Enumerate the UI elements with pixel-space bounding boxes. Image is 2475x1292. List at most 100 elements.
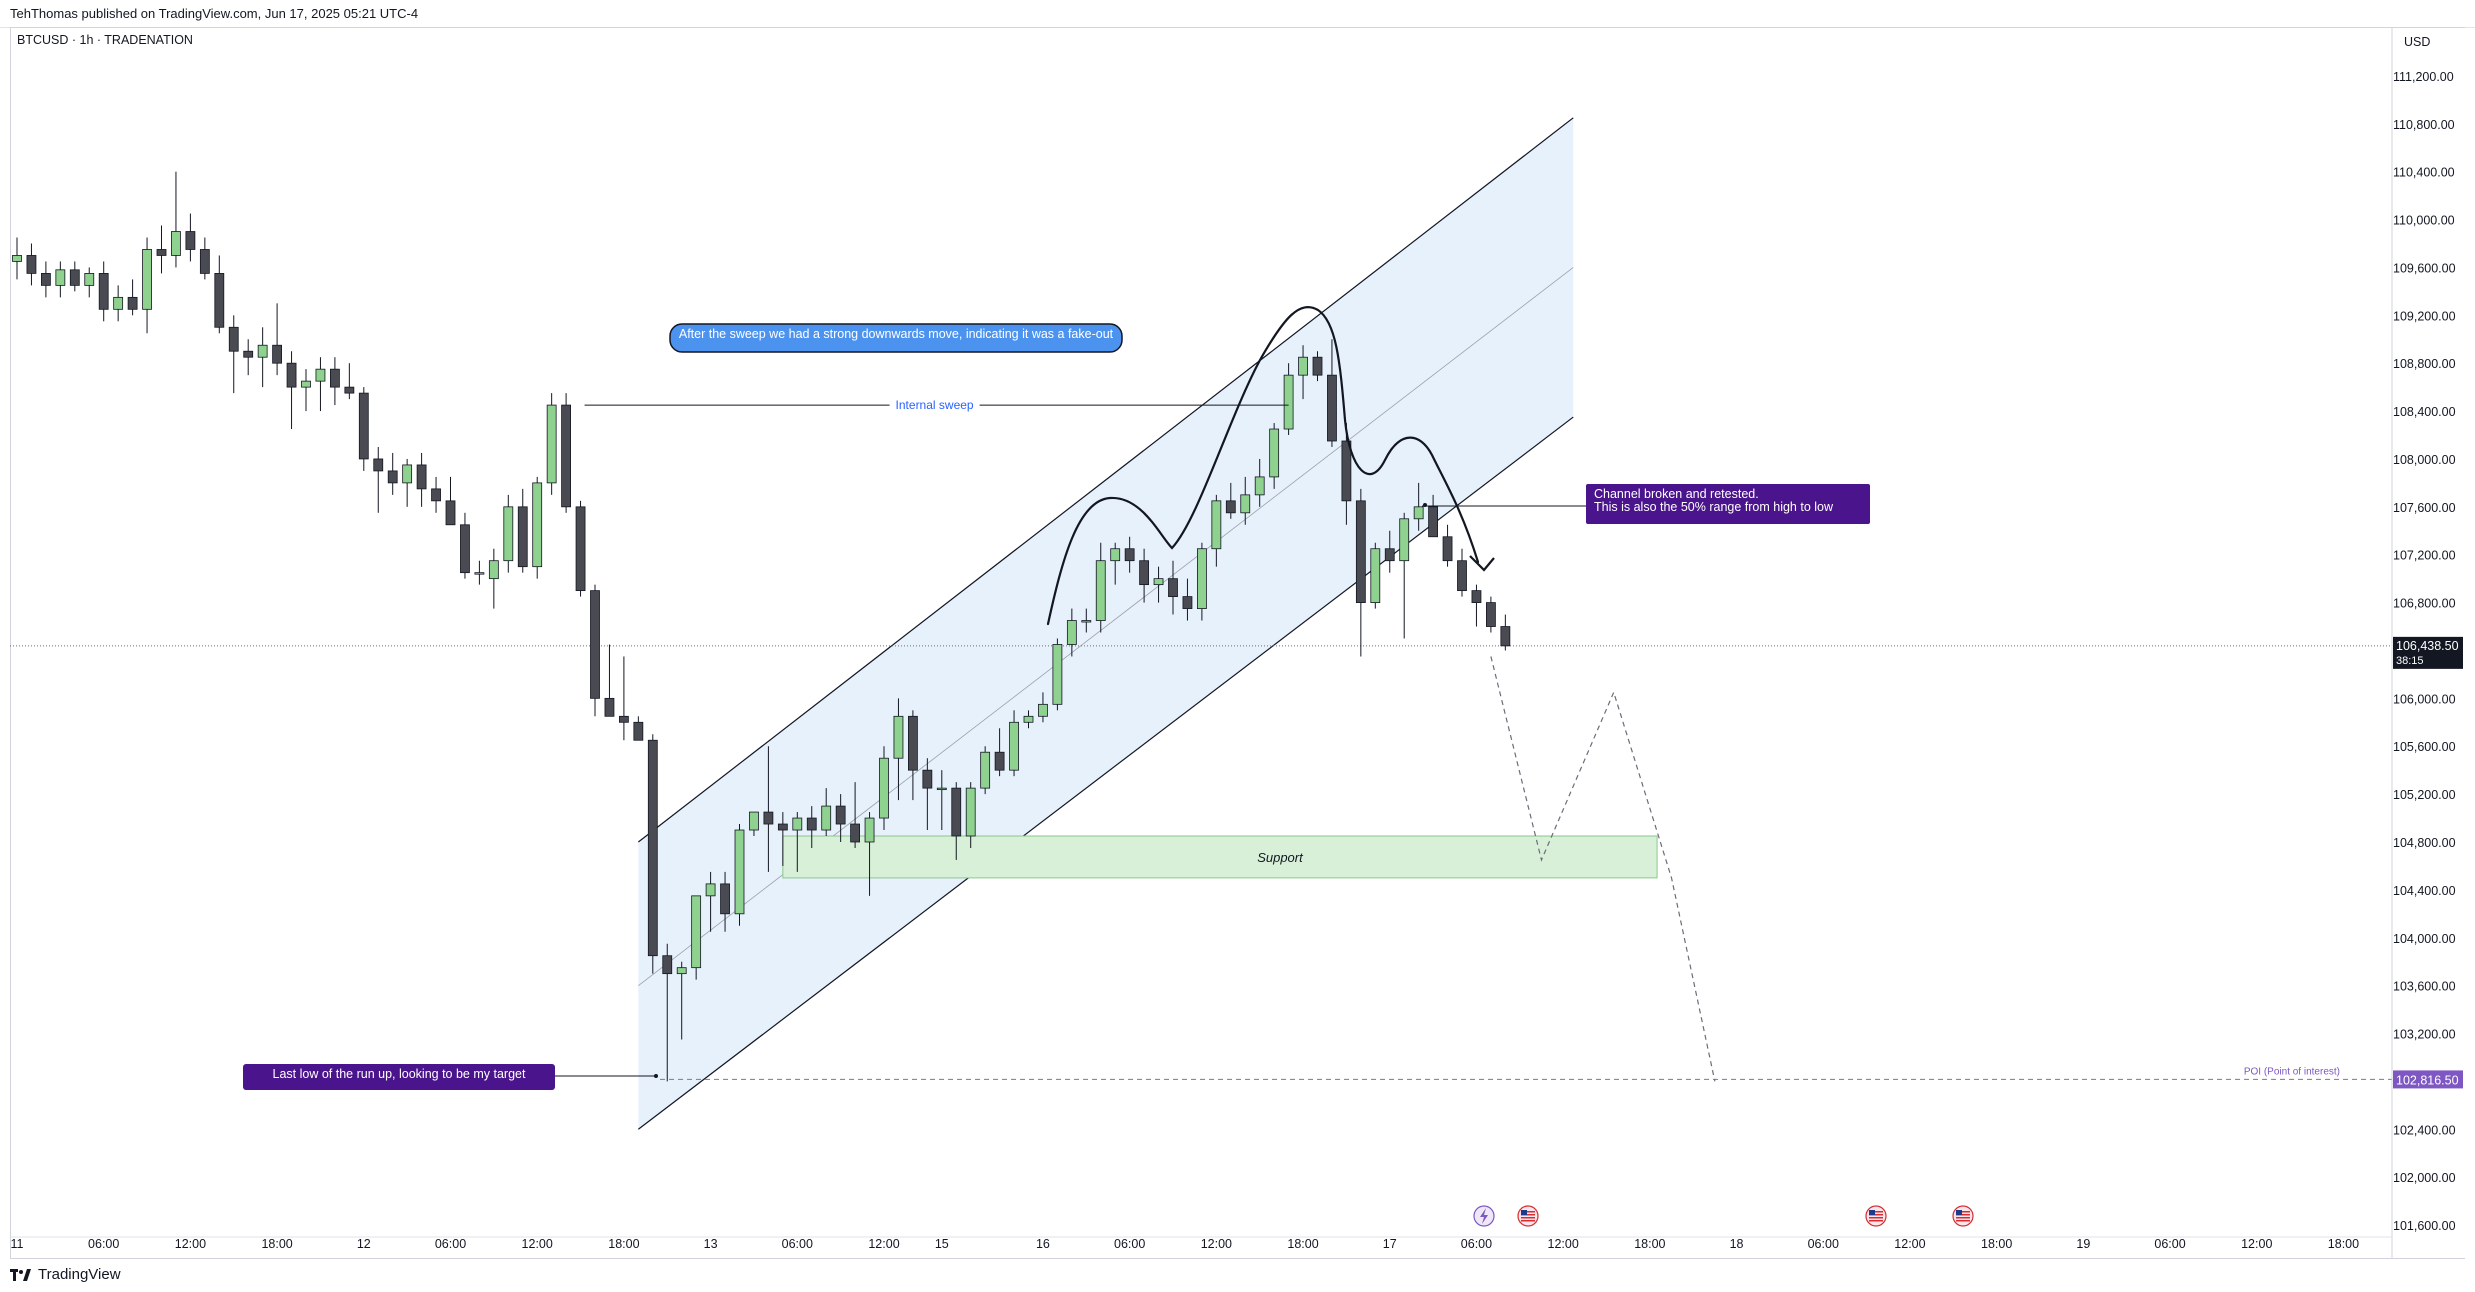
channel-note-box xyxy=(1586,484,1870,524)
bear-candle xyxy=(1225,500,1236,514)
bear-candle xyxy=(156,249,167,256)
price-tick-label: 102,400.00 xyxy=(2393,1123,2456,1137)
bear-candle xyxy=(1312,356,1323,376)
bull-candle xyxy=(503,506,514,562)
bear-candle xyxy=(1471,590,1482,603)
bear-candle xyxy=(243,350,254,358)
time-tick-label: 06:00 xyxy=(2154,1237,2185,1251)
bear-candle xyxy=(850,823,860,843)
bear-candle xyxy=(344,386,355,394)
bear-candle xyxy=(619,715,629,723)
price-tick-label: 108,800.00 xyxy=(2393,357,2456,371)
bear-candle xyxy=(1182,596,1193,609)
bear-candle xyxy=(561,404,571,508)
bull-candle xyxy=(821,805,832,831)
currency-label: USD xyxy=(2404,35,2430,49)
hand-drawn-path xyxy=(1046,306,1480,626)
lightning-event-icon[interactable] xyxy=(1473,1205,1495,1227)
tradingview-brand[interactable]: TradingView xyxy=(10,1266,121,1283)
bear-candle xyxy=(662,955,673,975)
bull-candle xyxy=(980,751,991,789)
time-tick-label: 12:00 xyxy=(2241,1237,2272,1251)
bull-candle xyxy=(1153,578,1164,586)
price-tick-label: 110,800.00 xyxy=(2393,118,2455,132)
price-tick-label: 110,000.00 xyxy=(2393,214,2455,228)
bear-candle xyxy=(1341,440,1352,502)
time-tick-label: 12:00 xyxy=(1548,1237,1579,1251)
time-tick-label: 18 xyxy=(1730,1237,1744,1251)
bear-candle xyxy=(127,296,138,310)
bear-candle xyxy=(1124,548,1135,562)
time-tick-label: 16 xyxy=(1036,1237,1050,1251)
poi-text: POI (Point of interest) xyxy=(2244,1066,2340,1077)
bear-candle xyxy=(41,273,51,286)
countdown-label: 38:15 xyxy=(2396,655,2424,667)
publisher-text: TehThomas published on TradingView.com, … xyxy=(10,6,419,21)
bull-candle xyxy=(474,572,485,575)
price-tick-label: 109,200.00 xyxy=(2393,309,2456,323)
time-tick-label: 06:00 xyxy=(782,1237,813,1251)
projection-path xyxy=(1490,656,1716,1082)
price-tick-label: 108,000.00 xyxy=(2393,453,2456,467)
bull-candle xyxy=(1413,506,1424,520)
us-flag-event-icon[interactable] xyxy=(1865,1205,1887,1227)
bear-candle xyxy=(445,500,456,526)
time-tick-label: 18:00 xyxy=(608,1237,639,1251)
price-tick-label: 107,200.00 xyxy=(2393,549,2456,563)
bull-candle xyxy=(936,787,947,791)
bear-candle xyxy=(922,769,933,789)
bear-candle xyxy=(358,392,369,460)
bull-candle xyxy=(1370,548,1381,603)
bull-candle xyxy=(488,560,499,580)
bull-candle xyxy=(1197,548,1207,609)
bear-candle xyxy=(1327,374,1337,442)
bear-candle xyxy=(590,590,600,699)
bull-candle xyxy=(879,757,889,819)
bull-candle xyxy=(1240,494,1251,514)
bull-candle xyxy=(864,817,875,843)
time-tick-label: 13 xyxy=(704,1237,718,1251)
channel-lower-line xyxy=(637,416,1574,1130)
bull-candle xyxy=(12,255,22,262)
us-flag-event-icon[interactable] xyxy=(1952,1205,1974,1227)
bear-candle xyxy=(575,506,586,592)
price-tick-label: 106,800.00 xyxy=(2393,597,2456,611)
price-tick-label: 108,400.00 xyxy=(2393,405,2456,419)
time-tick-label: 12:00 xyxy=(175,1237,206,1251)
bear-candle xyxy=(272,344,283,364)
price-tick-label: 103,600.00 xyxy=(2393,980,2456,994)
bear-candle xyxy=(763,811,774,825)
bull-candle xyxy=(532,482,543,568)
time-tick-label: 18:00 xyxy=(2328,1237,2359,1251)
us-flag-event-icon[interactable] xyxy=(1517,1205,1539,1227)
price-tick-label: 111,200.00 xyxy=(2393,70,2454,84)
bear-candle xyxy=(329,368,340,388)
bear-candle xyxy=(604,697,615,717)
time-tick-label: 19 xyxy=(2076,1237,2090,1251)
bear-candle xyxy=(835,805,846,825)
bull-candle xyxy=(1081,620,1092,623)
sweep-label: Internal sweep xyxy=(896,398,974,412)
price-tick-label: 109,600.00 xyxy=(2393,261,2456,275)
bear-candle xyxy=(720,883,730,915)
bull-candle xyxy=(792,817,803,831)
bull-candle xyxy=(1283,374,1294,430)
channel-note-dot xyxy=(1423,503,1427,507)
bear-candle xyxy=(806,817,817,831)
bear-candle xyxy=(387,470,398,484)
price-tick-label: 110,400.00 xyxy=(2393,166,2455,180)
bear-candle xyxy=(373,458,384,472)
bull-candle xyxy=(749,811,759,831)
symbol-label[interactable]: BTCUSD · 1h · TRADENATION xyxy=(17,33,193,47)
time-tick-label: 17 xyxy=(1383,1237,1397,1251)
sweep-label-bg xyxy=(889,396,980,415)
hand-drawn-arrow xyxy=(1469,555,1495,572)
bear-candle xyxy=(1355,500,1366,603)
time-tick-label: 18:00 xyxy=(1981,1237,2012,1251)
bear-candle xyxy=(1486,602,1496,627)
bear-candle xyxy=(1428,506,1438,538)
target-note-dot xyxy=(654,1074,658,1078)
bull-candle xyxy=(965,787,976,837)
time-tick-label: 06:00 xyxy=(1808,1237,1839,1251)
